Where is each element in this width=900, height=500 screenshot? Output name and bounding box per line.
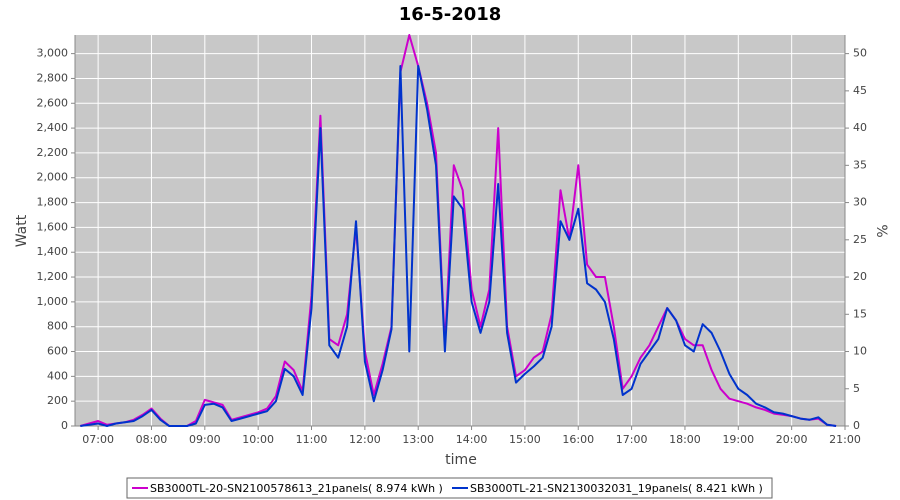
- y2-tick-label: 30: [853, 196, 867, 209]
- x-tick-label: 10:00: [242, 433, 274, 446]
- legend-label: SB3000TL-21-SN2130032031_19panels( 8.421…: [470, 482, 763, 495]
- legend: [126, 477, 773, 499]
- y2-tick-label: 20: [853, 270, 867, 283]
- x-tick-label: 12:00: [349, 433, 381, 446]
- x-tick-label: 07:00: [82, 433, 114, 446]
- y-tick-label: 2,400: [37, 121, 69, 134]
- y2-tick-label: 5: [853, 382, 860, 395]
- y2-tick-label: 25: [853, 233, 867, 246]
- series-line: [80, 34, 837, 427]
- y2-tick-label: 50: [853, 47, 867, 60]
- y2-tick-label: 0: [853, 419, 860, 432]
- x-tick-label: 11:00: [296, 433, 328, 446]
- y-tick-label: 1,600: [37, 220, 69, 233]
- y2-tick-label: 40: [853, 121, 867, 134]
- x-tick-label: 18:00: [669, 433, 701, 446]
- legend-label: SB3000TL-20-SN2100578613_21panels( 8.974…: [150, 482, 443, 495]
- x-tick-label: 14:00: [456, 433, 488, 446]
- y-tick-label: 200: [47, 394, 68, 407]
- y-tick-label: 1,200: [37, 270, 69, 283]
- x-tick-label: 15:00: [509, 433, 541, 446]
- plot-area: [75, 35, 845, 426]
- y-tick-label: 1,000: [37, 295, 69, 308]
- y-tick-label: 400: [47, 369, 68, 382]
- y-tick-label: 2,000: [37, 171, 69, 184]
- x-tick-label: 17:00: [616, 433, 648, 446]
- x-tick-label: 19:00: [722, 433, 754, 446]
- y-tick-label: 1,400: [37, 245, 69, 258]
- series-line: [80, 65, 837, 427]
- y-axis-label: Watt: [14, 214, 30, 247]
- y-tick-label: 1,800: [37, 196, 69, 209]
- y-tick-label: 600: [47, 345, 68, 358]
- y2-tick-label: 45: [853, 84, 867, 97]
- x-axis-label: time: [445, 452, 477, 468]
- y2-tick-label: 10: [853, 345, 867, 358]
- x-tick-label: 16:00: [562, 433, 594, 446]
- x-tick-label: 13:00: [402, 433, 434, 446]
- y-tick-label: 2,800: [37, 71, 69, 84]
- y-tick-label: 0: [61, 419, 68, 432]
- x-tick-label: 20:00: [776, 433, 808, 446]
- y-tick-label: 3,000: [37, 47, 69, 60]
- x-tick-label: 08:00: [136, 433, 168, 446]
- y-tick-label: 2,600: [37, 96, 69, 109]
- chart-title: 16-5-2018: [399, 4, 502, 25]
- y2-tick-label: 15: [853, 307, 867, 320]
- y-tick-label: 800: [47, 320, 68, 333]
- x-tick-label: 21:00: [829, 433, 861, 446]
- y-tick-label: 2,200: [37, 146, 69, 159]
- x-tick-label: 09:00: [189, 433, 221, 446]
- y2-axis-label: %: [873, 224, 889, 237]
- y2-tick-label: 35: [853, 158, 867, 171]
